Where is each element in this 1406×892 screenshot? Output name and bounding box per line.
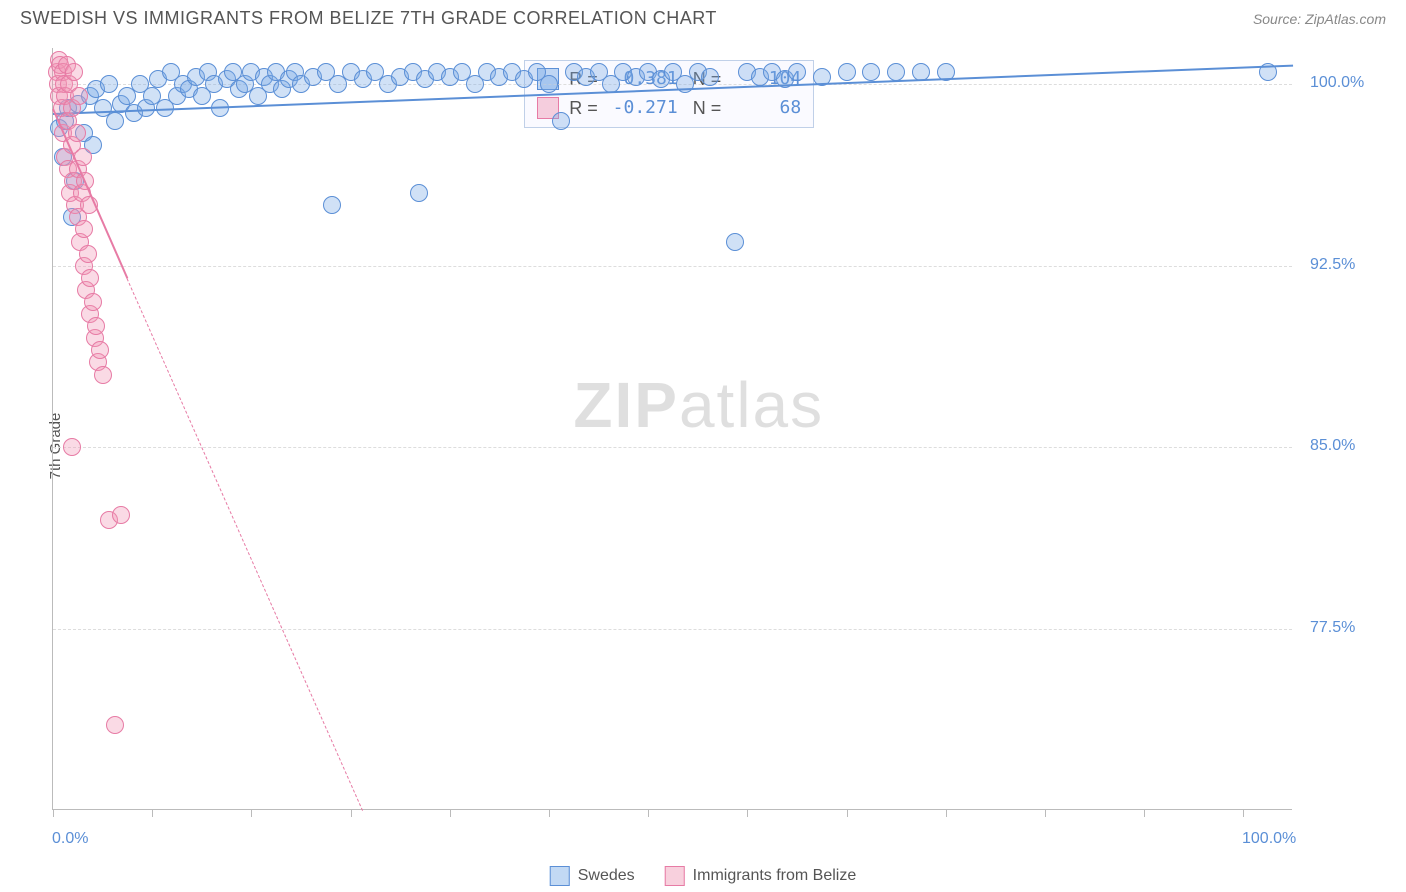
data-point <box>410 184 428 202</box>
n-value: 68 <box>731 94 801 123</box>
x-tick <box>251 809 252 817</box>
legend-label: Immigrants from Belize <box>693 867 857 884</box>
chart-title: SWEDISH VS IMMIGRANTS FROM BELIZE 7TH GR… <box>20 8 717 29</box>
data-point <box>63 438 81 456</box>
data-point <box>70 87 88 105</box>
data-point <box>79 245 97 263</box>
gridline <box>53 629 1292 630</box>
data-point <box>75 220 93 238</box>
y-tick-label: 77.5% <box>1310 619 1355 637</box>
data-point <box>68 124 86 142</box>
data-point <box>81 269 99 287</box>
legend-item: Immigrants from Belize <box>665 866 857 886</box>
stats-row: R = -0.271 N = 68 <box>537 94 801 123</box>
y-tick-label: 85.0% <box>1310 437 1355 455</box>
x-tick <box>747 809 748 817</box>
x-tick <box>1144 809 1145 817</box>
legend-label: Swedes <box>578 867 635 884</box>
data-point <box>91 341 109 359</box>
data-point <box>552 112 570 130</box>
source-attribution: Source: ZipAtlas.com <box>1253 11 1386 27</box>
x-tick <box>847 809 848 817</box>
data-point <box>726 233 744 251</box>
x-tick-label: 0.0% <box>52 830 88 848</box>
x-tick <box>946 809 947 817</box>
legend: Swedes Immigrants from Belize <box>550 866 857 886</box>
x-tick-label: 100.0% <box>1242 830 1296 848</box>
data-point <box>112 506 130 524</box>
data-point <box>100 75 118 93</box>
x-tick <box>1243 809 1244 817</box>
legend-swatch <box>550 866 570 886</box>
data-point <box>106 112 124 130</box>
y-tick-label: 100.0% <box>1310 74 1364 92</box>
x-tick <box>152 809 153 817</box>
gridline <box>53 266 1292 267</box>
legend-item: Swedes <box>550 866 635 886</box>
r-value: -0.271 <box>608 94 678 123</box>
watermark: ZIPatlas <box>573 368 824 442</box>
data-point <box>106 716 124 734</box>
stat-label: N = <box>688 94 722 123</box>
data-point <box>838 63 856 81</box>
x-tick <box>450 809 451 817</box>
data-point <box>87 317 105 335</box>
x-tick <box>351 809 352 817</box>
x-tick <box>549 809 550 817</box>
data-point <box>84 293 102 311</box>
x-tick <box>1045 809 1046 817</box>
gridline <box>53 447 1292 448</box>
legend-swatch <box>665 866 685 886</box>
data-point <box>323 196 341 214</box>
data-point <box>94 366 112 384</box>
data-point <box>65 63 83 81</box>
trendline-extrapolation <box>127 278 364 811</box>
data-point <box>887 63 905 81</box>
x-tick <box>53 809 54 817</box>
scatter-plot: ZIPatlas R =0.381 N =104R =-0.271 N =68 <box>52 48 1292 810</box>
y-tick-label: 92.5% <box>1310 256 1355 274</box>
data-point <box>862 63 880 81</box>
x-tick <box>648 809 649 817</box>
data-point <box>701 68 719 86</box>
stat-label: R = <box>569 94 598 123</box>
data-point <box>540 75 558 93</box>
data-point <box>788 63 806 81</box>
